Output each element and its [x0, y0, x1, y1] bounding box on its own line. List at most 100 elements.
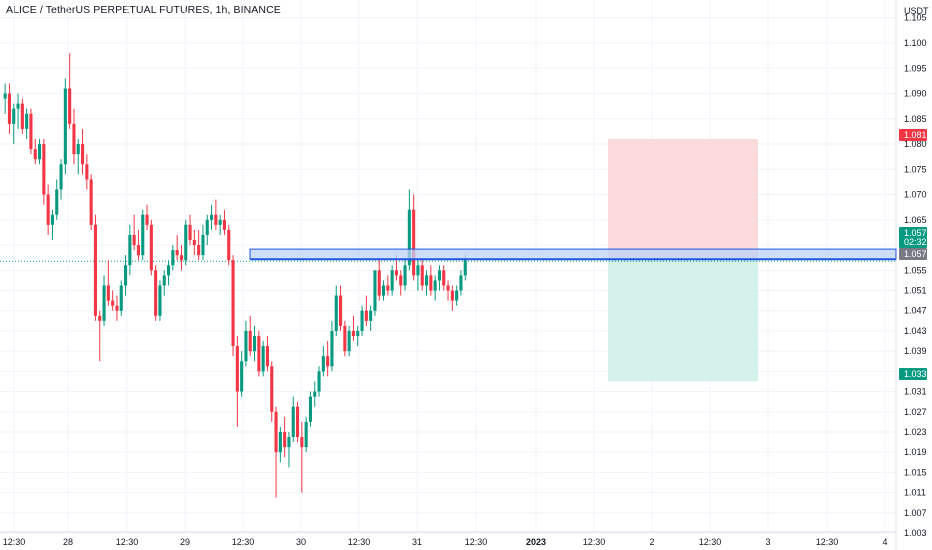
candle-body: [222, 219, 226, 230]
stop-price-badge: [899, 129, 927, 141]
price-tick: 1.085: [904, 114, 927, 124]
candle-body: [124, 265, 128, 286]
candle-body: [231, 260, 235, 347]
candle-body: [270, 366, 274, 412]
candle-body: [390, 270, 394, 291]
zone-price-label: 1.057: [904, 249, 927, 259]
candle-body: [214, 214, 218, 225]
candle-body: [25, 113, 29, 129]
price-tick: 1.070: [904, 190, 927, 200]
chart-title: ALICE / TetherUS PERPETUAL FUTURES, 1h, …: [6, 4, 281, 16]
candle-body: [205, 219, 209, 235]
bar-countdown-label: 02:32: [904, 237, 927, 247]
candle-body: [287, 437, 291, 448]
candle-body: [386, 285, 390, 291]
price-tick: 1.003: [904, 528, 927, 538]
candle-body: [283, 431, 287, 448]
last-price-badge: [899, 227, 927, 248]
last-price-label: 1.057: [904, 228, 927, 238]
candle-body: [42, 144, 46, 195]
time-axis[interactable]: 12:30 28 12:30 29 12:30 30 12:30 31 12:30 2023 12:…: [3, 537, 888, 547]
candle-body: [373, 270, 377, 311]
candle-body: [274, 411, 278, 453]
price-tick: 1.011: [904, 488, 926, 498]
candle-body: [12, 108, 16, 124]
candle-body: [253, 335, 257, 352]
candle-body: [50, 214, 54, 225]
price-tick: 1.043: [904, 326, 927, 336]
candle-body: [55, 189, 59, 215]
candle-body: [248, 330, 252, 352]
candle-body: [334, 295, 338, 331]
take-profit-zone[interactable]: [608, 257, 758, 382]
time-tick: 12:30: [116, 537, 139, 547]
candle-body: [76, 144, 80, 155]
candle-body: [446, 285, 450, 291]
chart-grid: [0, 0, 897, 550]
candle-body: [377, 270, 381, 296]
stop-price-label: 1.081: [904, 130, 927, 140]
candle-body: [416, 265, 420, 276]
candle-body: [420, 265, 424, 286]
candle-body: [136, 245, 140, 256]
candle-body: [360, 310, 364, 331]
candle-body: [321, 356, 325, 372]
time-tick: 12:30: [816, 537, 839, 547]
candle-body: [343, 325, 347, 352]
candle-body: [450, 290, 454, 301]
price-tick: 1.007: [904, 508, 927, 518]
candle-body: [175, 250, 179, 256]
price-tick: 1.095: [904, 63, 927, 73]
price-axis[interactable]: USDT 1.105 1.100 1.095 1.090 1.085 1.080 1.075…: [904, 6, 929, 538]
time-tick: 12:30: [348, 537, 371, 547]
price-tick: 1.047: [904, 306, 927, 316]
candle-body: [93, 224, 97, 316]
candle-body: [16, 103, 20, 109]
price-tick: 1.019: [904, 447, 927, 457]
candle-body: [3, 93, 7, 99]
price-tick: 1.055: [904, 265, 927, 275]
stop-loss-zone[interactable]: [608, 138, 758, 258]
candle-body: [278, 431, 282, 453]
candle-body: [304, 421, 308, 448]
time-tick: 12:30: [3, 537, 26, 547]
price-tick: 1.105: [904, 13, 927, 23]
time-tick: 12:30: [699, 537, 722, 547]
candle-body: [463, 260, 467, 276]
time-tick: 28: [63, 537, 73, 547]
price-tick: 1.075: [904, 164, 927, 174]
time-tick: 29: [180, 537, 190, 547]
candle-body: [179, 255, 183, 261]
price-tick: 1.023: [904, 427, 927, 437]
time-tick: 12:30: [465, 537, 488, 547]
candle-body: [437, 270, 441, 281]
time-tick: 3: [765, 537, 770, 547]
price-tick: 1.015: [904, 467, 927, 477]
candle-body: [7, 93, 11, 124]
price-tick: 1.100: [904, 38, 927, 48]
support-resistance-zone[interactable]: [249, 248, 897, 260]
candle-body: [257, 335, 261, 372]
candle-body: [63, 88, 67, 165]
price-badges: 1.081 1.057 02:32 1.057 1.033: [899, 129, 927, 380]
candle-body: [235, 346, 239, 392]
candle-body: [308, 396, 312, 422]
candle-body: [326, 356, 330, 367]
target-price-badge: [899, 368, 927, 380]
candle-body: [149, 224, 153, 271]
candle-body: [210, 214, 214, 220]
candle-body: [265, 346, 269, 367]
time-tick: 30: [296, 537, 306, 547]
candle-body: [33, 149, 37, 160]
candle-body: [102, 285, 106, 321]
candle-body: [145, 214, 149, 225]
price-tick: 1.080: [904, 139, 927, 149]
candle-body: [296, 406, 300, 438]
candle-body: [111, 300, 115, 306]
candle-body: [59, 164, 63, 190]
candle-body: [29, 113, 33, 150]
candle-body: [382, 285, 386, 296]
candle-body: [433, 280, 437, 291]
time-tick: 2: [649, 537, 654, 547]
